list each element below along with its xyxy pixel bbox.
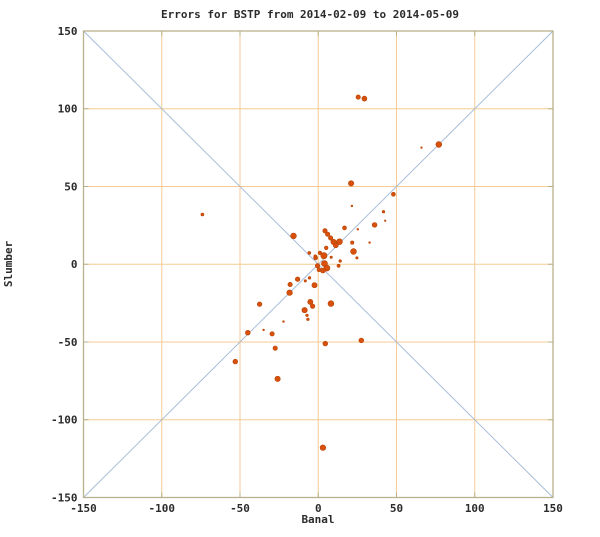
data-point [350,248,357,255]
data-point [355,94,361,100]
data-point [262,328,265,332]
x-tick-label: -100 [149,502,176,515]
data-point [317,250,323,255]
y-tick-label: 150 [58,25,78,38]
data-point [391,192,396,197]
y-tick-label: -150 [51,491,78,504]
data-point [245,330,251,336]
data-point [287,281,293,287]
data-point [371,222,378,228]
data-point [381,210,386,214]
data-point [303,279,307,283]
data-point [332,242,339,249]
x-tick-label: 50 [390,502,403,515]
data-point [295,276,301,282]
data-point [420,146,423,149]
y-tick-label: -50 [58,336,78,349]
data-point [322,340,328,347]
data-point [290,232,297,240]
data-point [310,303,316,309]
data-point [282,320,285,323]
data-point [322,228,328,234]
data-point [305,313,309,317]
y-tick-label: 50 [64,180,77,193]
x-tick-label: 150 [543,502,563,515]
x-tick-label: 100 [465,502,485,515]
x-tick-label: 0 [315,502,322,515]
data-point [368,241,371,244]
data-point [311,282,318,289]
data-point [327,300,335,307]
data-point [232,358,239,365]
data-point [286,289,293,296]
data-point [336,263,341,268]
data-point [361,95,368,102]
data-point [355,256,359,260]
x-tick-label: -50 [230,502,250,515]
data-point [272,345,278,351]
data-point [313,254,318,259]
axes: -150 -100 -50 0 50 100 150 -150 -100 -50 0 50 100 150 [51,25,563,515]
y-tick-label: 0 [71,258,78,271]
data-point [342,225,347,231]
data-point [336,238,343,245]
data-point [338,259,342,263]
data-point [307,298,314,305]
data-point [319,444,327,451]
data-point [274,375,281,382]
data-point [314,263,320,269]
y-tick-label: -100 [51,414,78,427]
data-point [257,301,263,307]
data-point [435,141,442,148]
data-point [269,331,275,337]
data-point [329,255,333,259]
data-point [307,251,312,255]
data-point [348,180,355,187]
data-point [301,307,308,314]
data-point [307,276,312,280]
data-point [325,231,331,237]
data-point [324,245,329,250]
data-point [384,219,387,222]
data-point [306,317,310,321]
data-point [350,240,355,245]
data-points [200,94,442,451]
data-point [200,212,205,217]
data-point [316,267,322,273]
data-point [328,235,334,241]
data-point [356,228,359,231]
y-axis-label: Slumber [2,240,15,287]
chart-title: Errors for BSTP from 2014-02-09 to 2014-… [161,8,459,21]
x-axis-label: Banal [301,513,334,526]
x-tick-label: -150 [70,502,97,515]
data-point [320,252,328,260]
data-point [350,204,354,208]
data-point [358,337,364,344]
y-tick-label: 100 [58,103,78,116]
